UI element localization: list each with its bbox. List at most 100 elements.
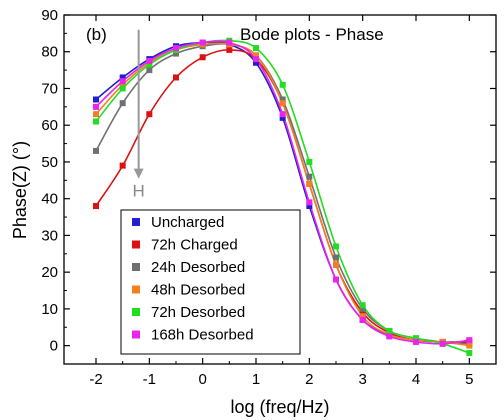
data-point bbox=[119, 85, 126, 92]
data-point bbox=[359, 316, 366, 323]
y-tick-label: 90 bbox=[41, 7, 58, 24]
data-points bbox=[93, 37, 473, 356]
data-point bbox=[306, 180, 313, 187]
x-tick-label: -2 bbox=[89, 371, 102, 388]
data-point bbox=[93, 118, 99, 125]
data-point bbox=[306, 199, 313, 206]
data-point bbox=[119, 78, 126, 85]
data-point bbox=[279, 100, 286, 107]
data-point bbox=[359, 302, 366, 309]
legend-items: Uncharged 72h Charged 24h Desorbed 48h Deso… bbox=[132, 214, 254, 344]
data-point bbox=[466, 349, 473, 356]
legend-label: 72h Desorbed bbox=[151, 304, 245, 321]
legend-marker bbox=[132, 263, 140, 271]
y-tick-label: 30 bbox=[41, 227, 58, 244]
data-point bbox=[199, 39, 206, 46]
data-point bbox=[253, 45, 259, 52]
data-point bbox=[439, 340, 446, 347]
y-tick-label: 40 bbox=[41, 191, 58, 208]
data-point bbox=[359, 309, 366, 316]
data-point bbox=[333, 254, 339, 261]
data-point bbox=[146, 57, 153, 64]
data-point bbox=[279, 96, 286, 103]
data-point bbox=[93, 147, 99, 154]
fit-curve bbox=[95, 39, 470, 354]
data-point bbox=[386, 333, 393, 340]
data-point bbox=[413, 335, 419, 342]
x-tick-label: 2 bbox=[305, 371, 313, 388]
data-point bbox=[333, 276, 339, 283]
annotation-label: H bbox=[133, 182, 145, 201]
x-tick-label: 3 bbox=[358, 371, 366, 388]
legend-box bbox=[120, 209, 301, 355]
y-axis-title: Phase(Z) (°) bbox=[10, 141, 30, 239]
data-point bbox=[253, 56, 259, 63]
legend-marker bbox=[132, 308, 140, 316]
data-point bbox=[173, 74, 179, 81]
legend-label: 24h Desorbed bbox=[151, 259, 245, 276]
data-point bbox=[146, 111, 153, 118]
annotation-arrowhead bbox=[133, 168, 144, 179]
data-point bbox=[119, 81, 126, 88]
y-tick-label: 0 bbox=[50, 338, 58, 355]
legend-label: Uncharged bbox=[151, 214, 224, 231]
data-point bbox=[279, 111, 286, 118]
data-point bbox=[279, 81, 286, 88]
data-point bbox=[253, 59, 259, 66]
panel-label: (b) bbox=[86, 25, 107, 44]
data-point bbox=[146, 67, 153, 74]
data-point bbox=[306, 173, 313, 180]
x-tick-label: 5 bbox=[465, 371, 473, 388]
data-point bbox=[466, 337, 473, 344]
y-tick-label: 10 bbox=[41, 301, 58, 318]
y-tick-label: 80 bbox=[41, 44, 58, 61]
data-point bbox=[173, 50, 179, 57]
x-tick-label: 1 bbox=[252, 371, 260, 388]
legend-label: 72h Charged bbox=[151, 237, 238, 254]
legend-marker bbox=[132, 285, 140, 294]
data-point bbox=[119, 100, 126, 107]
data-point bbox=[333, 243, 339, 250]
data-point bbox=[279, 114, 286, 121]
data-point bbox=[226, 39, 233, 46]
data-point bbox=[93, 111, 99, 118]
y-tick-label: 70 bbox=[41, 80, 58, 97]
legend-marker bbox=[132, 240, 140, 249]
y-tick-label: 50 bbox=[41, 154, 58, 171]
x-tick-label: 0 bbox=[198, 371, 206, 388]
data-point bbox=[359, 313, 366, 320]
data-point bbox=[119, 162, 126, 169]
fit-curves bbox=[95, 39, 470, 354]
data-point bbox=[306, 203, 313, 210]
data-point bbox=[359, 305, 366, 312]
data-point bbox=[386, 327, 393, 334]
data-point bbox=[199, 54, 206, 61]
chart-title: Bode plots - Phase bbox=[240, 25, 384, 44]
legend-marker bbox=[132, 330, 140, 339]
data-point bbox=[93, 96, 99, 103]
y-tick-label: 20 bbox=[41, 264, 58, 281]
annotation-group: H bbox=[133, 29, 145, 201]
y-tick-label: 60 bbox=[41, 117, 58, 134]
fit-curve bbox=[95, 42, 470, 347]
data-point bbox=[226, 46, 233, 53]
data-point bbox=[93, 103, 99, 110]
plot-frame bbox=[63, 14, 497, 365]
data-point bbox=[146, 61, 153, 68]
data-point bbox=[93, 203, 99, 210]
fit-curve bbox=[95, 40, 470, 345]
data-point bbox=[333, 261, 339, 268]
x-tick-label: 4 bbox=[412, 371, 420, 388]
legend-marker bbox=[132, 218, 140, 226]
data-point bbox=[466, 342, 473, 349]
data-point bbox=[253, 52, 259, 59]
data-point bbox=[306, 158, 313, 165]
data-point bbox=[413, 338, 419, 345]
x-axis-title: log (freq/Hz) bbox=[230, 397, 329, 417]
data-point bbox=[119, 74, 126, 81]
legend: Uncharged 72h Charged 24h Desorbed 48h Deso… bbox=[120, 209, 301, 355]
data-point bbox=[173, 45, 179, 52]
legend-label: 168h Desorbed bbox=[151, 327, 254, 344]
